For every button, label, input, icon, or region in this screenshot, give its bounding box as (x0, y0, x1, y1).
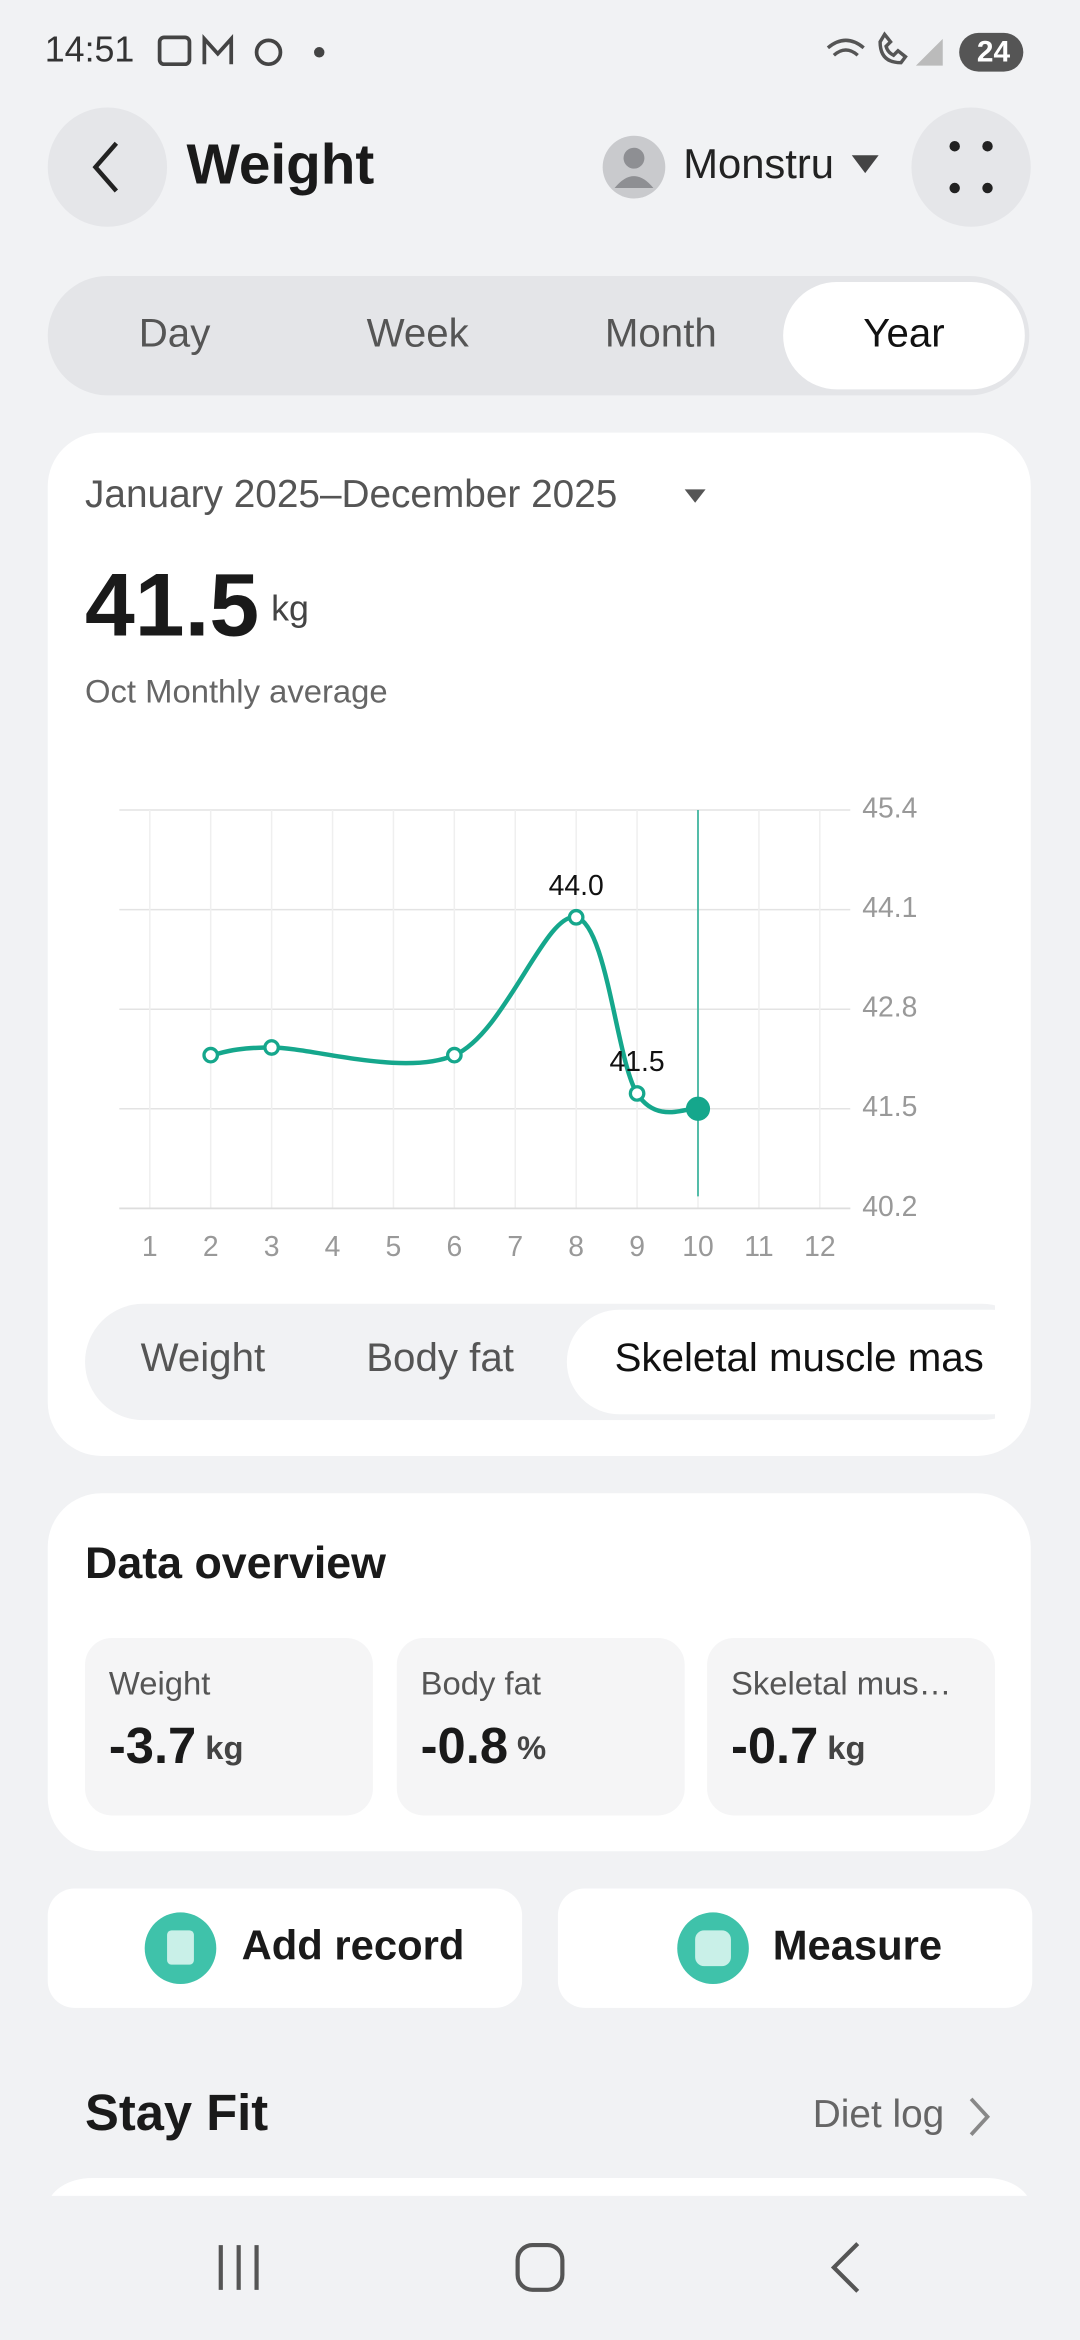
avatar-head (623, 147, 645, 169)
overview-title: Data overview (85, 1538, 386, 1588)
y-tick-label: 42.8 (862, 992, 917, 1024)
battery-level: 24 (977, 36, 1011, 69)
x-tick-label: 7 (507, 1231, 523, 1263)
more-icon (949, 141, 993, 194)
overview-unit: kg (205, 1729, 243, 1766)
x-tick-label: 12 (804, 1231, 836, 1263)
x-tick-label: 10 (682, 1231, 714, 1263)
section-title: Stay Fit (85, 2084, 268, 2141)
data-point (445, 1046, 463, 1064)
x-tick-label: 3 (264, 1231, 280, 1263)
overview-label: Skeletal mus… (731, 1664, 952, 1701)
overview-tile (707, 1637, 995, 1816)
x-tick-label: 11 (744, 1231, 773, 1263)
summary-value: 41.5 (85, 554, 259, 654)
user-switcher[interactable]: Monstru (602, 135, 879, 199)
selected-tab (783, 281, 1025, 390)
data-point (263, 1039, 280, 1056)
x-tick-label: 1 (142, 1231, 158, 1263)
home-button[interactable] (515, 2242, 565, 2292)
battery (959, 32, 1024, 72)
measure-button[interactable] (557, 1888, 1033, 2008)
x-tick-label: 6 (446, 1231, 462, 1263)
period-tab[interactable]: Year (863, 310, 944, 355)
overview-label: Weight (109, 1664, 210, 1701)
status-time: 14:51 (45, 30, 135, 70)
chevron (969, 2097, 991, 2136)
nav-icons (218, 2242, 860, 2293)
overview-unit: % (517, 1729, 546, 1766)
nav-back-button[interactable] (830, 2242, 860, 2293)
x-tick-label: 9 (629, 1231, 645, 1263)
date-range[interactable]: January 2025–December 2025 (85, 473, 617, 516)
metric-tab[interactable]: Weight (141, 1335, 266, 1380)
x-tick-label: 2 (203, 1231, 219, 1263)
period-tab[interactable]: Month (605, 310, 717, 355)
diet-log-link[interactable]: Diet log (813, 2093, 944, 2136)
overview-value-line: -3.7 kg (109, 1717, 244, 1774)
data-label: 44.0 (549, 870, 604, 902)
more-button[interactable] (911, 107, 1031, 227)
add-record-label: Add record (242, 1921, 465, 1968)
metric-tabs: Weight Body fat Skeletal muscle mas (85, 1303, 995, 1421)
selected-metric (566, 1309, 995, 1415)
overview-tile (396, 1637, 685, 1816)
summary-caption: Oct Monthly average (85, 672, 388, 709)
data-point (685, 1096, 711, 1121)
metric-tab[interactable]: Skeletal muscle mas (615, 1335, 984, 1380)
period-tab[interactable]: Week (367, 310, 470, 355)
overview-value: -3.7 (109, 1717, 196, 1774)
measure-label: Measure (773, 1921, 942, 1968)
overview-tile (85, 1637, 373, 1816)
overview-value-line: -0.7 kg (731, 1717, 866, 1774)
y-tick-label: 40.2 (862, 1191, 917, 1223)
chart-card (47, 432, 1031, 1456)
add-record-glyph (167, 1930, 194, 1965)
back-button[interactable] (47, 107, 168, 227)
data-point (628, 1085, 646, 1102)
y-tick-label: 44.1 (862, 892, 917, 924)
overview-label: Body fat (421, 1664, 541, 1701)
user-name: Monstru (683, 140, 834, 187)
page-title: Weight (186, 134, 374, 197)
avatar-body (614, 176, 654, 189)
data-point (567, 908, 585, 926)
period-tab[interactable]: Day (139, 310, 211, 355)
status-icons (157, 33, 283, 67)
back-icon (92, 141, 119, 193)
data-label: 41.5 (610, 1046, 665, 1078)
y-tick-label: 45.4 (862, 793, 917, 825)
metric-tab[interactable]: Body fat (366, 1335, 514, 1380)
overview-value: -0.7 (731, 1717, 818, 1774)
x-tick-label: 4 (325, 1231, 341, 1263)
summary-value-line: 41.5 kg (85, 554, 309, 654)
overview-value-line: -0.8% (421, 1717, 546, 1774)
x-tick-label: 5 (386, 1231, 402, 1263)
nav-bar (0, 2195, 1080, 2340)
data-point (202, 1046, 220, 1064)
line-chart: 40.241.542.844.145.41 2 3 4 5 6 7 8 9 10 11 1244.04… (119, 793, 917, 1263)
overview-value: -0.8 (421, 1717, 508, 1774)
measure-glyph (695, 1930, 731, 1967)
overview-unit: kg (827, 1729, 865, 1766)
y-tick-label: 41.5 (862, 1091, 917, 1123)
x-tick-label: 8 (568, 1231, 584, 1263)
period-tabs (47, 276, 1030, 396)
recents-button[interactable] (218, 2245, 259, 2290)
status-dot (314, 47, 325, 58)
summary-unit: kg (271, 589, 309, 629)
range-dropdown[interactable] (684, 489, 706, 503)
dropdown-icon (851, 155, 879, 174)
